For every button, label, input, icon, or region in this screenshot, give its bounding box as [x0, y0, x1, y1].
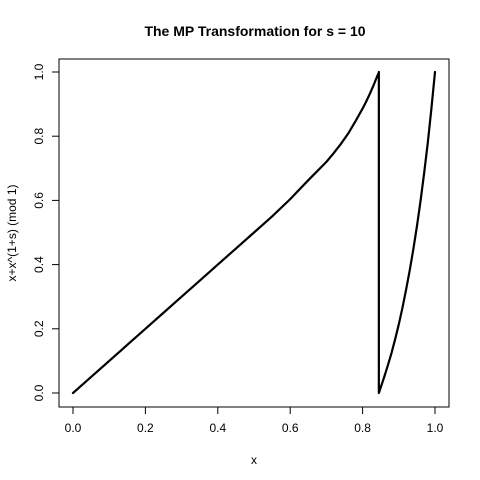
y-tick-label: 0.0 [32, 384, 46, 401]
x-axis-label: x [251, 453, 257, 467]
x-axis: 0.0 0.2 0.4 0.6 0.8 1.0 [65, 407, 444, 435]
x-tick-label: 1.0 [427, 421, 444, 435]
y-tick-label: 0.6 [32, 192, 46, 209]
x-tick-label: 0.6 [282, 421, 299, 435]
y-tick-label: 1.0 [32, 63, 46, 80]
y-tick-label: 0.2 [32, 320, 46, 337]
x-tick-label: 0.2 [137, 421, 154, 435]
x-tick-label: 0.0 [65, 421, 82, 435]
y-tick-label: 0.8 [32, 128, 46, 145]
y-tick-label: 0.4 [32, 256, 46, 273]
series-layer [71, 70, 437, 395]
plot-frame [58, 58, 450, 408]
x-tick-label: 0.8 [354, 421, 371, 435]
series-line [71, 70, 437, 395]
chart-title: The MP Transformation for s = 10 [144, 23, 365, 39]
y-axis: 0.0 0.2 0.4 0.6 0.8 1.0 [32, 63, 59, 401]
y-axis-label: x+x^(1+s) (mod 1) [5, 185, 19, 282]
x-tick-label: 0.4 [209, 421, 226, 435]
